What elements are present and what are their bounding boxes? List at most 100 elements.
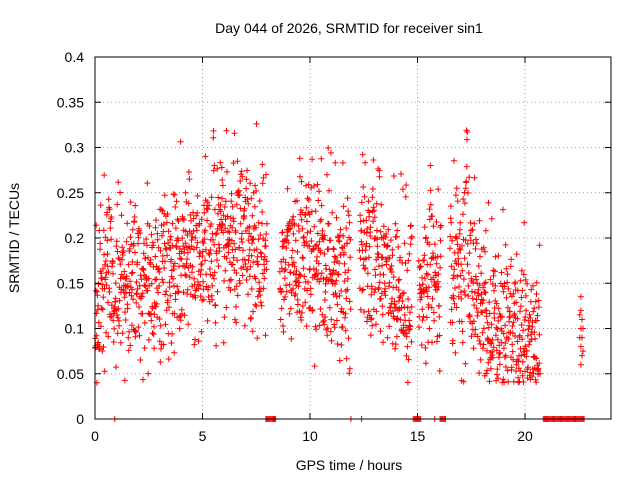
data-point <box>518 294 525 301</box>
data-point <box>520 327 527 334</box>
data-point <box>527 314 534 321</box>
data-point <box>189 263 196 270</box>
data-point <box>504 367 511 374</box>
data-point <box>344 275 351 282</box>
data-point <box>223 304 230 311</box>
data-point <box>208 258 215 265</box>
data-point <box>119 244 126 251</box>
data-point <box>256 198 263 204</box>
data-point <box>128 322 135 329</box>
data-point <box>292 278 299 285</box>
data-point <box>179 235 186 242</box>
data-point <box>520 348 527 355</box>
data-point <box>466 313 473 320</box>
data-point <box>192 234 199 241</box>
data-point <box>471 289 478 296</box>
data-point <box>232 246 239 253</box>
data-point <box>125 347 132 354</box>
data-point <box>290 230 297 237</box>
data-point <box>457 246 464 253</box>
data-point <box>263 266 270 273</box>
data-point <box>453 185 460 192</box>
data-point <box>377 328 384 335</box>
data-point <box>483 307 490 314</box>
data-point <box>206 266 213 272</box>
data-point <box>259 209 266 215</box>
data-point <box>101 172 108 179</box>
data-point <box>472 326 479 333</box>
data-point <box>177 255 184 262</box>
data-point <box>363 240 370 247</box>
data-point <box>400 289 407 296</box>
data-point <box>204 317 211 324</box>
data-point <box>536 360 543 367</box>
data-point <box>520 379 527 385</box>
data-point <box>222 267 229 274</box>
data-point <box>417 263 424 270</box>
data-point <box>438 222 444 229</box>
data-point <box>285 226 292 233</box>
data-point <box>405 257 412 264</box>
data-point <box>480 244 487 251</box>
data-point <box>185 169 192 175</box>
data-point <box>425 284 432 291</box>
data-point <box>204 217 211 224</box>
data-point <box>328 149 334 156</box>
data-point <box>519 336 526 343</box>
data-point <box>326 304 333 311</box>
data-point <box>233 283 240 290</box>
data-point <box>457 272 464 279</box>
data-point <box>229 224 236 231</box>
data-point <box>228 198 235 205</box>
data-point <box>461 255 468 262</box>
data-point <box>452 192 459 199</box>
data-point <box>510 290 517 297</box>
data-point <box>107 225 114 232</box>
data-point <box>447 233 454 240</box>
data-point <box>405 356 412 363</box>
data-point <box>508 256 515 263</box>
data-point <box>485 199 492 206</box>
data-point <box>262 332 269 339</box>
data-point <box>459 328 466 335</box>
data-point <box>341 278 348 285</box>
data-point <box>156 316 163 322</box>
data-point <box>509 323 516 329</box>
data-point <box>114 248 121 255</box>
data-point <box>337 232 343 239</box>
data-point <box>336 357 343 364</box>
data-point <box>530 282 536 289</box>
data-point <box>261 253 268 260</box>
data-point <box>407 241 414 248</box>
data-point <box>285 262 292 268</box>
data-point <box>166 284 173 290</box>
data-point <box>397 254 404 261</box>
data-point <box>219 177 226 183</box>
data-point <box>465 270 472 276</box>
data-point <box>154 236 161 243</box>
data-point <box>422 360 429 367</box>
data-point <box>500 345 507 352</box>
data-point <box>100 344 107 350</box>
data-point <box>426 206 433 213</box>
data-point <box>467 232 474 239</box>
data-point <box>464 240 471 247</box>
data-point <box>470 279 477 286</box>
data-point <box>152 303 159 310</box>
data-point <box>159 207 166 214</box>
data-point <box>536 370 543 377</box>
data-point <box>119 256 125 263</box>
data-point <box>522 314 529 321</box>
data-point <box>388 269 395 275</box>
data-point <box>283 245 290 251</box>
data-point <box>460 196 467 203</box>
data-point <box>408 222 414 229</box>
data-point <box>103 282 110 289</box>
data-point <box>221 314 228 321</box>
data-point <box>165 240 172 246</box>
data-point <box>221 204 228 210</box>
data-point <box>169 220 176 227</box>
data-point <box>528 286 535 293</box>
data-point <box>115 305 122 312</box>
data-point <box>119 252 126 258</box>
